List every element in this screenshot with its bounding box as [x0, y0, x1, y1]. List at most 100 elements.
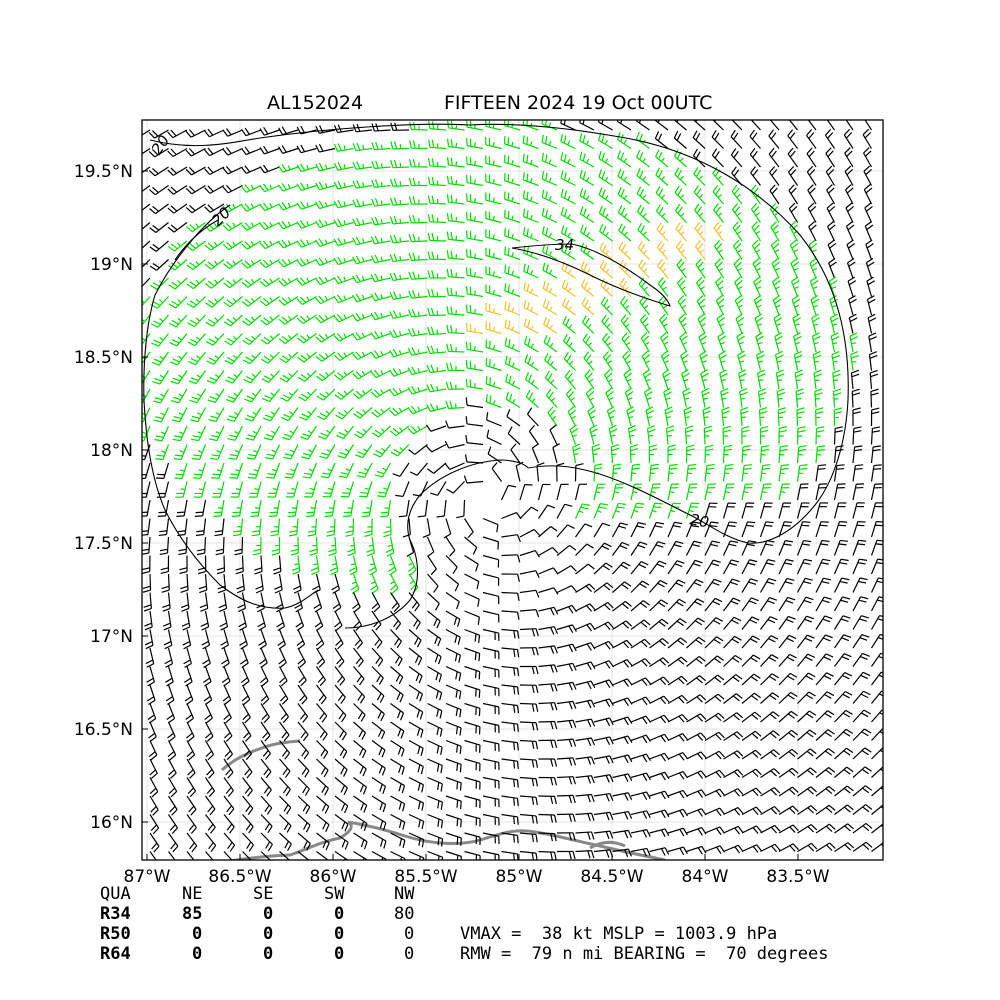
wind-barb: [148, 147, 169, 158]
wind-barb: [445, 665, 462, 682]
wind-barb: [185, 703, 195, 724]
wind-barb: [427, 288, 447, 298]
wind-barb: [677, 295, 688, 316]
wind-barb: [466, 137, 484, 150]
wind-barb: [638, 259, 650, 279]
wind-barb: [145, 647, 155, 668]
wind-barb: [649, 560, 667, 575]
wind-barb: [704, 540, 720, 556]
wind-barb: [466, 174, 484, 187]
wind-barb: [352, 369, 373, 380]
wind-barb: [318, 425, 336, 440]
wind-barb: [427, 702, 443, 719]
wind-barb: [834, 842, 855, 853]
wind-barb: [334, 777, 348, 796]
wind-barb: [190, 425, 207, 442]
wind-barb: [148, 740, 158, 761]
wind-barb: [166, 703, 176, 724]
wind-barb: [778, 729, 799, 741]
wind-barb: [667, 656, 688, 667]
wind-barb: [191, 444, 207, 461]
wind-barb: [769, 120, 780, 131]
wind-barb: [142, 573, 152, 593]
wind-barb: [769, 166, 780, 186]
wind-barb: [259, 258, 280, 269]
wind-barb: [815, 785, 836, 797]
wind-barb: [225, 370, 243, 384]
wind-barb: [556, 624, 577, 633]
wind-barb: [538, 683, 558, 692]
wind-barb: [649, 579, 668, 593]
wind-barb: [398, 499, 410, 518]
wind-barb: [352, 351, 373, 361]
wind-barb: [390, 795, 406, 812]
wind-barb: [617, 150, 632, 168]
wind-barb: [795, 388, 804, 408]
wind-barb: [704, 521, 719, 538]
wind-barb: [815, 691, 835, 704]
wind-barb: [704, 502, 718, 519]
wind-barb: [463, 475, 484, 484]
wind-barb: [865, 258, 875, 279]
wind-barb: [630, 560, 649, 575]
wind-barb: [142, 499, 151, 517]
wind-barb: [263, 425, 281, 441]
wind-barb: [371, 216, 391, 226]
wind-barb: [617, 168, 632, 186]
wind-barb: [465, 211, 484, 224]
wind-barb: [482, 739, 500, 752]
wind-barb: [759, 464, 771, 482]
wind-barb: [371, 407, 391, 418]
wind-barb: [445, 721, 462, 736]
wind-barb: [649, 638, 669, 649]
wind-barb: [278, 258, 299, 268]
wind-barb: [316, 777, 329, 796]
wind-barb: [556, 544, 577, 556]
wind-barb: [749, 147, 761, 168]
wind-barb: [427, 721, 443, 737]
wind-barb: [649, 618, 669, 630]
wind-barb: [849, 332, 859, 353]
wind-barb: [240, 127, 262, 137]
wind-barb: [259, 145, 280, 155]
wind-barb: [870, 633, 883, 649]
wind-barb: [844, 184, 854, 205]
wind-barb: [482, 573, 500, 586]
wind-barb: [750, 166, 761, 186]
wind-barb: [704, 731, 725, 742]
wind-barb: [316, 740, 329, 760]
wind-barb: [752, 258, 762, 279]
wind-barb: [757, 388, 767, 408]
wind-barb: [522, 190, 539, 205]
wind-barb: [519, 739, 539, 750]
wind-barb: [204, 203, 225, 213]
wind-barb: [485, 247, 502, 261]
wind-barb: [274, 573, 283, 594]
wind-barb: [320, 462, 336, 479]
wind-barb: [221, 666, 231, 687]
wind-barb: [205, 777, 215, 798]
wind-barb: [852, 521, 866, 538]
value-nw: 0: [404, 944, 415, 964]
wind-barb: [637, 222, 650, 242]
wind-barb: [519, 609, 540, 618]
wind-barb: [445, 555, 458, 575]
wind-barb: [612, 600, 632, 612]
wind-barb: [315, 314, 336, 324]
wind-barb: [205, 851, 214, 860]
wind-barb: [630, 677, 651, 686]
wind-barb: [656, 240, 669, 260]
wind-barb: [260, 758, 272, 779]
wind-barb: [722, 578, 740, 593]
wind-barb: [871, 652, 883, 667]
wind-barb: [370, 388, 391, 398]
wind-barb: [482, 758, 500, 771]
wind-barb: [871, 804, 883, 815]
wind-barb: [723, 788, 744, 797]
wind-barb: [445, 381, 465, 390]
wind-barb: [389, 425, 410, 437]
wind-barb: [686, 732, 707, 742]
wind-barb: [704, 597, 723, 612]
wind-barb: [778, 653, 797, 667]
wind-barb: [575, 563, 595, 575]
